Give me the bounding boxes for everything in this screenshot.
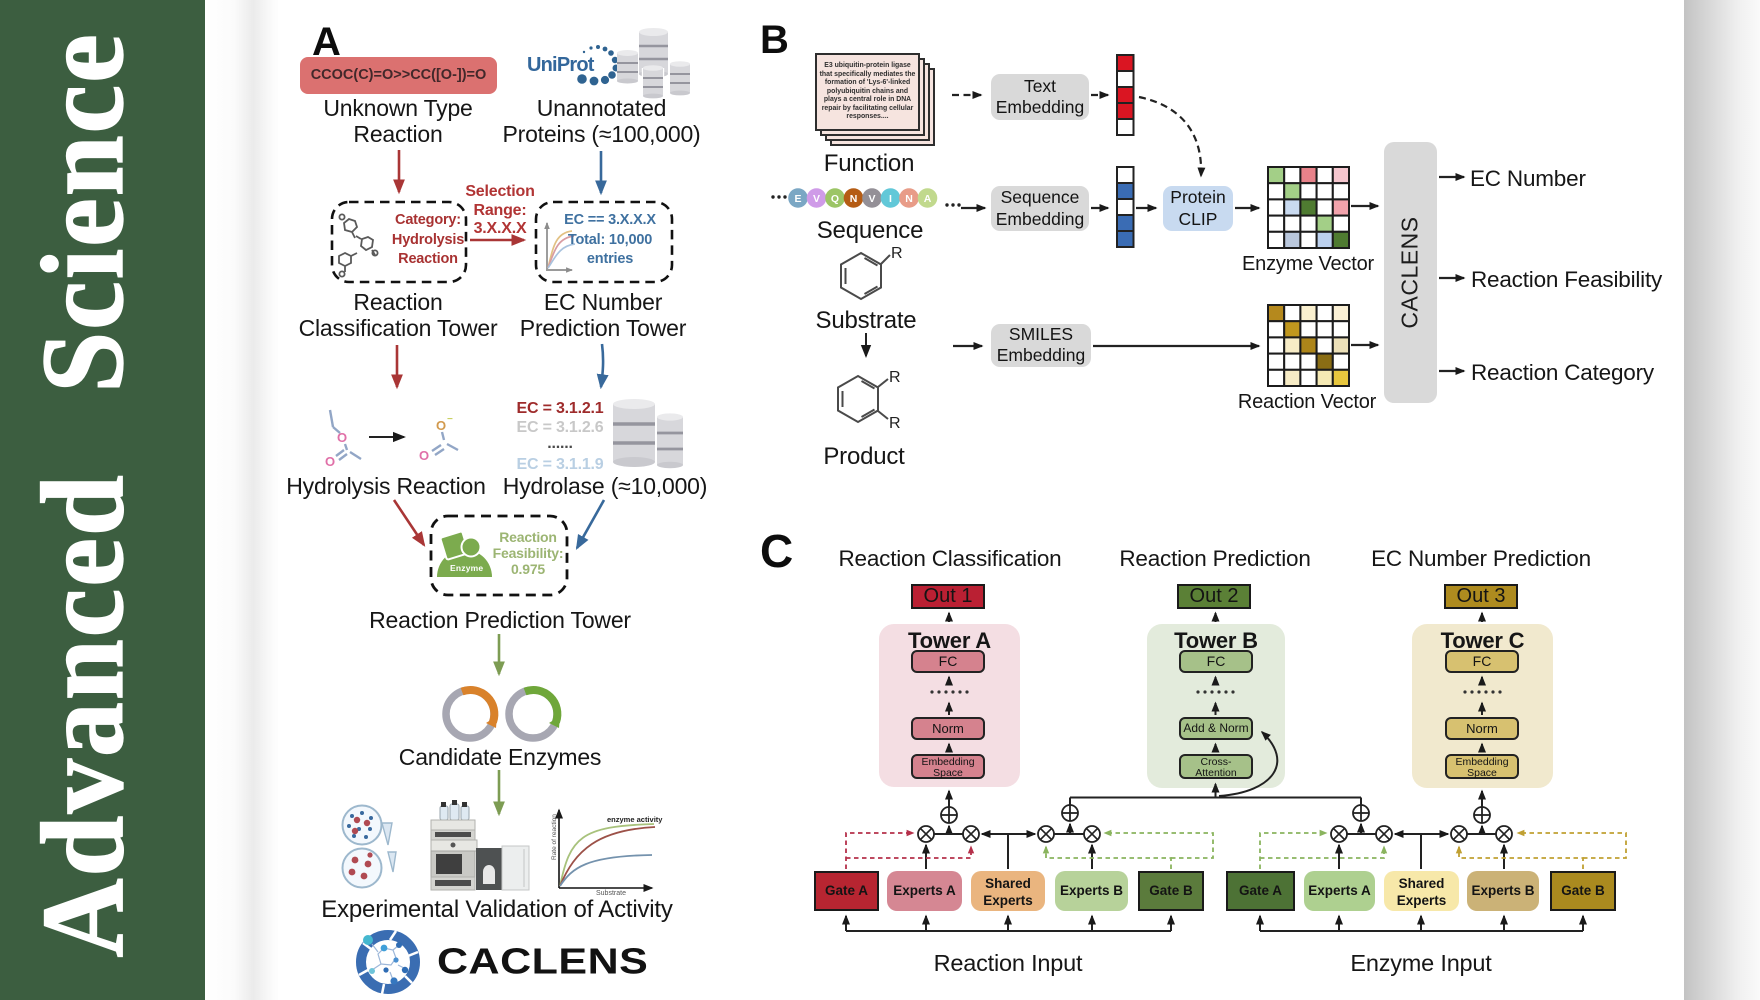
svg-text:−: − <box>447 414 453 425</box>
svg-text:A: A <box>924 193 932 205</box>
svg-text:E: E <box>794 193 801 205</box>
svg-text:R: R <box>889 415 901 432</box>
svg-text:I: I <box>889 193 892 205</box>
svg-text:N: N <box>905 193 913 205</box>
svg-text:N: N <box>850 193 858 205</box>
svg-text:R: R <box>891 245 903 262</box>
svg-text:O: O <box>337 430 347 445</box>
svg-text:UniProt: UniProt <box>527 54 595 76</box>
svg-text:Rate of reaction: Rate of reaction <box>551 814 558 860</box>
svg-text:Enzyme: Enzyme <box>450 563 483 573</box>
svg-text:Q: Q <box>831 193 839 205</box>
svg-text:O: O <box>436 418 446 433</box>
svg-text:R: R <box>889 369 901 386</box>
svg-text:V: V <box>813 193 820 205</box>
svg-text:enzyme activity: enzyme activity <box>607 815 663 824</box>
svg-text:O: O <box>419 448 429 463</box>
svg-text:V: V <box>868 193 875 205</box>
svg-text:Substrate: Substrate <box>596 890 626 897</box>
svg-text:O: O <box>325 454 335 469</box>
